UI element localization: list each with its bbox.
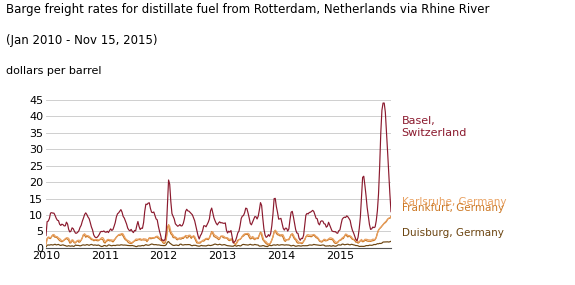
Text: Duisburg, Germany: Duisburg, Germany — [401, 228, 504, 238]
Text: Frankfurt, Germany: Frankfurt, Germany — [401, 203, 504, 213]
Text: Karlsruhe, Germany: Karlsruhe, Germany — [401, 197, 506, 207]
Text: dollars per barrel: dollars per barrel — [6, 66, 101, 76]
Text: Barge freight rates for distillate fuel from Rotterdam, Netherlands via Rhine Ri: Barge freight rates for distillate fuel … — [6, 3, 489, 16]
Text: Basel,
Switzerland: Basel, Switzerland — [401, 116, 467, 138]
Text: (Jan 2010 - Nov 15, 2015): (Jan 2010 - Nov 15, 2015) — [6, 34, 157, 47]
